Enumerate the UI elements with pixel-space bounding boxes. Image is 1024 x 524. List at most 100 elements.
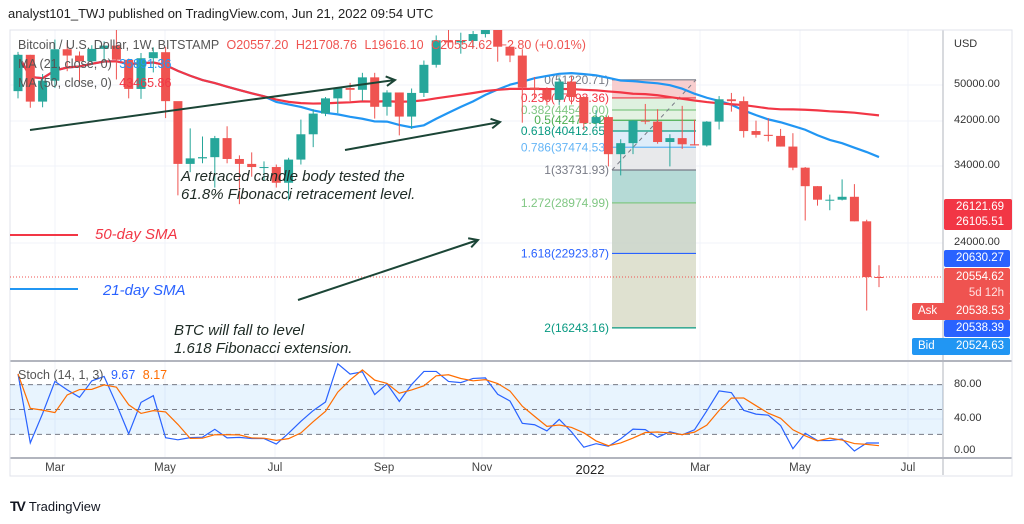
annotation-arrow	[297, 239, 479, 301]
price-tag-group	[944, 199, 1012, 230]
tradingview-logo[interactable]: TV TradingView	[10, 498, 100, 514]
candle-body	[345, 88, 355, 90]
candle-body	[284, 159, 294, 183]
main-pane: 0(51220.71)0.236(47093.36)0.382(44540.00…	[10, 30, 943, 335]
tradingview-logo-icon: TV	[10, 498, 26, 514]
candle-body	[333, 88, 343, 99]
candle-body	[530, 87, 540, 90]
candle-body	[210, 138, 220, 158]
time-tick: Jul	[267, 462, 283, 474]
bid-label: Bid	[918, 340, 935, 352]
annotation-sma21: 21-day SMA	[103, 282, 186, 299]
candle-body	[148, 52, 158, 59]
candle-body	[763, 134, 773, 136]
candle-body	[87, 48, 97, 62]
candle-body	[394, 92, 404, 117]
price-axis-unit: USD	[954, 38, 978, 50]
ask-label: Ask	[918, 305, 938, 317]
candle-body	[259, 167, 269, 169]
candle-body	[825, 199, 835, 201]
candle-body	[702, 121, 712, 146]
candle-body	[862, 221, 872, 278]
price-tag: 26121.69	[956, 201, 1004, 213]
candle-body	[456, 40, 466, 43]
ohlc-open: O20557.20	[226, 38, 289, 52]
publish-info: analyst101_TWJ published on TradingView.…	[8, 6, 434, 21]
annotation-arrow	[29, 79, 396, 131]
candle-body	[800, 167, 810, 187]
candle-body	[751, 131, 761, 135]
candle-body	[124, 59, 134, 89]
ma21-value: 35891.36	[119, 57, 172, 71]
annotation-arrowhead	[385, 75, 398, 87]
candle-body	[247, 163, 257, 168]
candle-body	[874, 276, 884, 278]
ma50-label: MA (50, close, 0)	[18, 76, 112, 90]
candle-body	[542, 89, 552, 100]
candle-body	[13, 54, 23, 92]
candle-body	[591, 117, 601, 124]
ohlc-close: C20554.62	[431, 38, 493, 52]
time-tick: Jul	[900, 462, 916, 474]
stoch-k-value: 9.67	[110, 368, 136, 382]
annotation-arrow	[344, 121, 501, 151]
price-tag: 26105.51	[956, 216, 1004, 228]
candle-body	[222, 138, 232, 159]
candle-body	[517, 55, 527, 88]
time-tick: May	[154, 462, 176, 474]
annotation-line: 1.618 Fibonacci extension.	[174, 340, 353, 357]
stoch-label: Stoch (14, 1, 3)	[18, 368, 104, 382]
candle-body	[271, 167, 281, 183]
stoch-tick: 80.00	[954, 378, 982, 390]
candle-body	[321, 98, 330, 114]
ohlc-low: L19616.10	[364, 38, 424, 52]
price-tick: 24000.00	[954, 236, 1000, 248]
candle-body	[468, 34, 478, 41]
ma50-legend[interactable]: MA (50, close, 0) 43465.86	[18, 76, 171, 90]
ask-price: 20538.53	[956, 305, 1004, 317]
candle-body	[837, 196, 847, 200]
bid-tag[interactable]: Bid 20524.63	[912, 338, 1010, 355]
fib-zone	[612, 202, 696, 254]
fib-level-label: 1.618(22923.87)	[521, 246, 609, 260]
stoch-legend[interactable]: Stoch (14, 1, 3) 9.67 8.17	[18, 368, 167, 382]
candle-body	[308, 113, 318, 135]
fib-level-label: 1.272(28974.99)	[521, 196, 609, 210]
candle-body	[99, 45, 109, 49]
price-tick: 34000.00	[954, 159, 1000, 171]
ask-tag[interactable]: Ask 20538.53	[912, 303, 1010, 320]
price-tick: 50000.00	[954, 78, 1000, 90]
candle-body	[480, 30, 490, 35]
fib-zone	[612, 170, 696, 203]
annotation-retracement: A retraced candle body tested the 61.8% …	[181, 168, 415, 204]
time-tick: Nov	[471, 462, 493, 474]
candle-body	[111, 45, 121, 60]
bar-countdown: 5d 12h	[968, 287, 1004, 299]
candle-body	[603, 117, 613, 155]
ohlc-change: −2.80 (+0.01%)	[499, 38, 586, 52]
tradingview-brand: TradingView	[28, 498, 101, 514]
symbol-name[interactable]: Bitcoin / U.S. Dollar, 1W, BITSTAMP	[18, 38, 219, 52]
candle-body	[296, 134, 306, 160]
candle-body	[653, 121, 663, 143]
candle-body	[567, 81, 576, 97]
candle-body	[776, 135, 786, 147]
candle-body	[419, 64, 429, 93]
time-tick: May	[789, 462, 811, 474]
candle-body	[739, 101, 749, 132]
candle-body	[554, 81, 564, 100]
time-tick: Sep	[373, 462, 395, 474]
annotation-line: BTC will fall to level	[174, 322, 305, 339]
chart-frame	[9, 29, 1013, 477]
candle-body	[505, 46, 515, 56]
ma21-legend[interactable]: MA (21, close, 0) 35891.36	[18, 57, 171, 71]
candle-body	[407, 92, 417, 117]
candle-body	[75, 55, 84, 62]
ohlc-high: H21708.76	[295, 38, 357, 52]
current-price: 20554.62	[956, 271, 1004, 283]
candle-body	[431, 40, 441, 65]
stoch-pane	[10, 362, 943, 452]
candle-body	[234, 158, 244, 164]
annotation-arrowhead	[467, 237, 480, 249]
